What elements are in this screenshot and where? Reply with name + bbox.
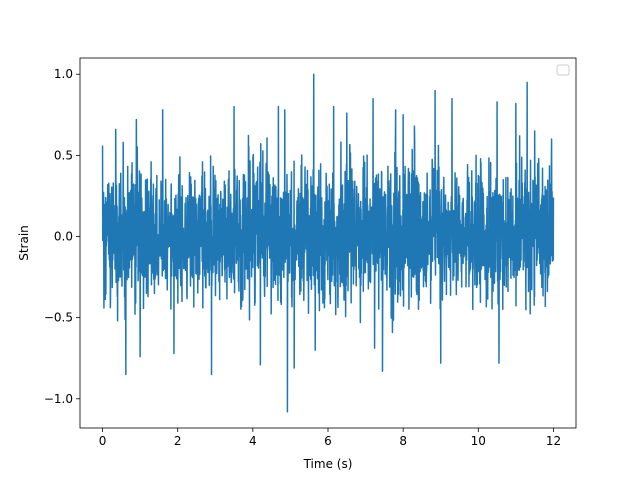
x-tick-label: 8 — [399, 434, 407, 448]
y-tick-label: −0.5 — [44, 311, 73, 325]
x-axis-ticks: 0 2 4 6 8 10 12 — [99, 428, 561, 448]
x-axis-label: Time (s) — [303, 457, 353, 471]
x-tick-label: 10 — [471, 434, 486, 448]
strain-series-line — [101, 73, 555, 413]
x-tick-label: 12 — [546, 434, 561, 448]
x-tick-label: 4 — [249, 434, 257, 448]
y-tick-label: 1.0 — [54, 67, 73, 81]
legend-box — [556, 64, 570, 76]
y-axis-ticks: −1.0 −0.5 0.0 0.5 1.0 — [44, 67, 80, 406]
y-tick-label: 0.5 — [54, 148, 73, 162]
x-tick-label: 6 — [324, 434, 332, 448]
plot-area-frame — [79, 57, 577, 429]
y-axis-label: Strain — [17, 225, 31, 261]
y-tick-label: −1.0 — [44, 392, 73, 406]
y-tick-label: 0.0 — [54, 230, 73, 244]
series-layer — [101, 73, 555, 413]
x-tick-label: 2 — [174, 434, 182, 448]
x-tick-label: 0 — [99, 434, 107, 448]
